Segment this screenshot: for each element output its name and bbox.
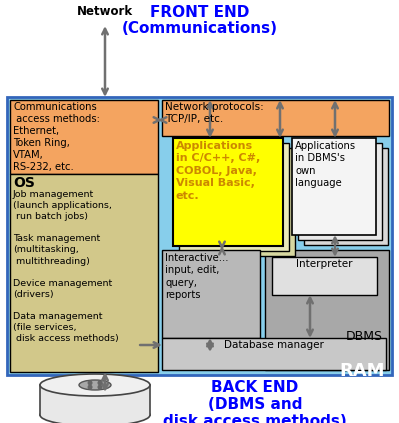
Bar (304, 148, 388, 245)
Ellipse shape (40, 374, 150, 396)
Text: Communications
 access methods:
Ethernet,
Token Ring,
VTAM,
RS-232, etc.: Communications access methods: Ethernet,… (13, 102, 100, 172)
Bar (162, 250, 260, 338)
Text: Job management
(launch applications,
 run batch jobs)

Task management
(multitas: Job management (launch applications, run… (13, 190, 119, 343)
Text: DBMS: DBMS (346, 330, 383, 343)
Text: Applications
in DBMS's
own
language: Applications in DBMS's own language (295, 141, 356, 188)
Circle shape (97, 380, 103, 385)
Circle shape (87, 380, 93, 385)
Bar (40, 385, 150, 415)
Bar (10, 100, 158, 174)
Bar (272, 257, 377, 295)
Text: Database manager: Database manager (224, 340, 324, 350)
Text: FRONT END
(Communications): FRONT END (Communications) (122, 5, 278, 36)
Bar (7, 97, 392, 375)
Circle shape (87, 385, 93, 390)
Ellipse shape (79, 380, 111, 390)
Ellipse shape (40, 404, 150, 423)
Text: Network protocols:
TCP/IP, etc.: Network protocols: TCP/IP, etc. (165, 102, 264, 124)
Bar (298, 143, 382, 240)
Bar (10, 174, 158, 372)
Bar (185, 148, 295, 256)
Text: RAM: RAM (340, 362, 385, 380)
Text: Interactive...
input, edit,
query,
reports: Interactive... input, edit, query, repor… (165, 253, 229, 300)
Text: OS: OS (13, 176, 35, 190)
Bar (265, 250, 389, 370)
Bar (179, 143, 289, 251)
Bar (292, 138, 376, 235)
Bar (162, 100, 389, 136)
Circle shape (97, 385, 103, 390)
Text: Interpreter: Interpreter (296, 259, 352, 269)
Bar (162, 338, 386, 370)
Text: Network: Network (77, 5, 133, 18)
Text: BACK END
(DBMS and
disk access methods): BACK END (DBMS and disk access methods) (163, 380, 347, 423)
Bar (173, 138, 283, 246)
Text: Applications
in C/C++, C#,
COBOL, Java,
Visual Basic,
etc.: Applications in C/C++, C#, COBOL, Java, … (176, 141, 260, 201)
